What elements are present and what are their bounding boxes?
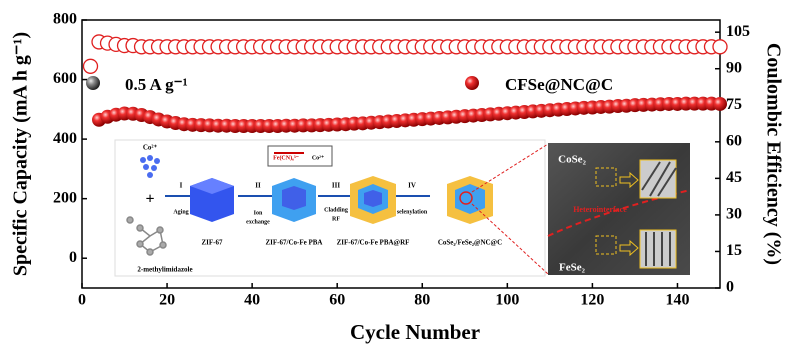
y-tick-label: 600 [53,70,77,87]
y-tick-label: 0 [69,249,77,266]
legend-marker [465,76,479,90]
annotation: ZIF-67/Co-Fe PBA [266,239,323,247]
annotation: ZIF-67 [202,239,224,247]
efficiency-point [713,40,727,54]
annotation: CoSe₂ [558,154,586,166]
y2-tick-label: 75 [726,96,742,113]
x-tick-label: 40 [244,292,260,309]
annotation: selenylation [397,209,428,215]
condition-label: 0.5 A g⁻¹ [125,75,188,94]
annotation: CoSe₂/FeSe₂@NC@C [438,239,502,247]
y2-tick-label: 0 [726,279,734,296]
annotation: Co²⁺ [312,154,324,161]
annotation: FeSe₂ [559,262,586,274]
x-tick-label: 60 [329,292,345,309]
x-tick-label: 120 [580,292,604,309]
y2-tick-label: 90 [726,59,742,76]
annotation: Aging [173,209,188,215]
annotation: 2-methylimidazole [137,266,192,274]
annotation: Heterointerface [573,205,627,214]
annotation: Ion [254,210,263,216]
x-tick-label: 140 [665,292,689,309]
y2-tick-label: 30 [726,206,742,223]
annotation: Co²⁺ [143,144,158,152]
chart: Cycle Number Specific Capacity (mA h g⁻¹… [0,0,789,353]
capacity-point [713,97,727,111]
x-tick-label: 100 [495,292,519,309]
condition-marker [86,76,100,90]
y2-tick-label: 105 [726,23,750,40]
lattice-top [640,160,676,198]
annotation: Fe(CN)₆³⁻ [273,154,299,161]
annotation: ZIF-67/Co-Fe PBA@RF [337,239,410,247]
legend-label: CFSe@NC@C [505,75,613,94]
annotation: exchange [246,219,270,225]
cube-rf [350,176,396,224]
plus-sign: + [145,191,154,208]
annotation: IV [408,182,416,190]
y2-axis-title: Coulombic Efficiency (%) [762,43,784,265]
y-tick-label: 400 [53,130,77,147]
lattice-bottom [640,230,676,268]
y-axis-title: Specific Capacity (mA h g⁻¹) [10,32,32,276]
x-axis-title: Cycle Number [350,320,480,344]
annotation: I [180,182,183,190]
x-tick-label: 20 [159,292,175,309]
annotation: II [255,182,261,190]
annotation: III [332,182,340,190]
annotation: Cladding [324,207,348,213]
x-tick-label: 80 [414,292,430,309]
y-tick-label: 200 [53,189,77,206]
cube-zif67 [190,178,234,222]
x-tick-label: 0 [78,292,86,309]
y2-tick-label: 15 [726,242,742,259]
y-tick-label: 800 [53,11,77,28]
y2-tick-label: 45 [726,169,742,186]
y2-tick-label: 60 [726,132,742,149]
annotation: RF [332,216,340,222]
efficiency-point [84,59,98,73]
cube-pba [272,178,316,222]
